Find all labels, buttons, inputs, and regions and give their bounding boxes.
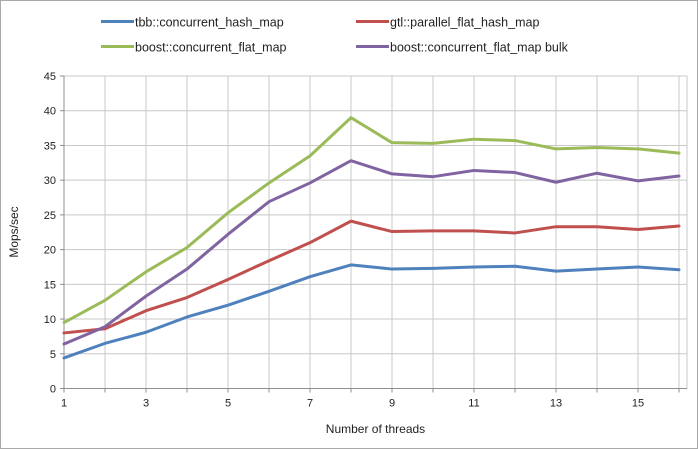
legend-label-boost-bulk: boost::concurrent_flat_map bulk xyxy=(390,40,568,55)
legend-marker-boost xyxy=(101,45,134,49)
series-line-boost xyxy=(62,116,681,325)
legend-marker-boost-bulk xyxy=(356,45,389,49)
x-tick-label-3: 3 xyxy=(143,398,149,410)
x-tick-label-5: 5 xyxy=(225,398,231,410)
x-tick-label-9: 9 xyxy=(389,398,395,410)
y-tick-label-20: 20 xyxy=(44,245,56,257)
x-tick-label-13: 13 xyxy=(550,398,562,410)
chart-legend: tbb::concurrent_hash_map gtl::parallel_fl… xyxy=(1,1,697,61)
legend-item-tbb: tbb::concurrent_hash_map xyxy=(101,13,284,31)
legend-item-gtl: gtl::parallel_flat_hash_map xyxy=(356,13,539,31)
y-tick-label-10: 10 xyxy=(44,314,56,326)
x-axis-title: Number of threads xyxy=(326,422,425,436)
x-tick-label-11: 11 xyxy=(468,398,479,410)
legend-marker-tbb xyxy=(101,20,134,24)
y-tick-label-5: 5 xyxy=(50,349,56,361)
y-tick-label-30: 30 xyxy=(44,175,56,187)
y-tick-label-0: 0 xyxy=(50,384,56,396)
legend-label-gtl: gtl::parallel_flat_hash_map xyxy=(390,15,540,30)
legend-item-boost: boost::concurrent_flat_map xyxy=(101,38,286,56)
series-line-gtl xyxy=(62,219,681,335)
legend-label-boost: boost::concurrent_flat_map xyxy=(135,40,287,55)
x-tick-label-1: 1 xyxy=(61,398,67,410)
series-line-tbb xyxy=(62,263,681,360)
legend-item-boost-bulk: boost::concurrent_flat_map bulk xyxy=(356,38,568,56)
y-tick-label-25: 25 xyxy=(44,210,56,222)
y-tick-label-35: 35 xyxy=(44,140,56,152)
series-line-boost-bulk xyxy=(62,159,681,346)
x-tick-label-15: 15 xyxy=(632,398,644,410)
y-tick-label-40: 40 xyxy=(44,106,56,118)
y-tick-label-15: 15 xyxy=(44,279,56,291)
y-tick-label-45: 45 xyxy=(44,71,56,83)
y-axis-title: Mops/sec xyxy=(7,206,21,257)
x-tick-label-7: 7 xyxy=(307,398,313,410)
legend-label-tbb: tbb::concurrent_hash_map xyxy=(135,15,284,30)
legend-marker-gtl xyxy=(356,20,389,24)
